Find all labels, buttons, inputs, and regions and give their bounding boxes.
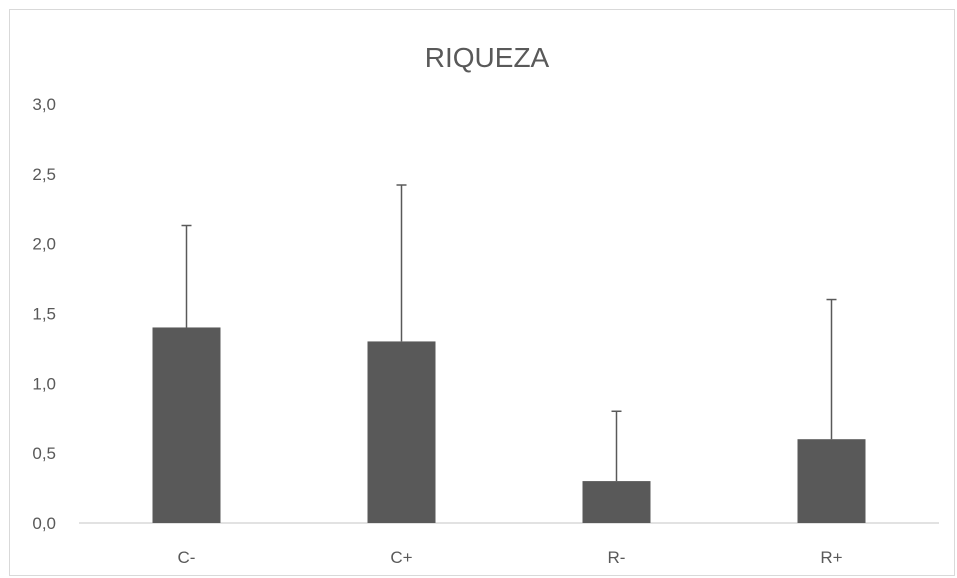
x-tick-label: R- — [608, 548, 626, 567]
chart-title: RIQUEZA — [425, 42, 550, 73]
bar-R+ — [797, 439, 866, 523]
y-tick-label: 2,5 — [32, 165, 56, 184]
y-axis-ticks: 0,0 0,5 1,0 1,5 2,0 2,5 3,0 — [32, 95, 56, 533]
bar-C+ — [367, 341, 436, 523]
bar-R- — [582, 481, 651, 523]
x-tick-label: C+ — [390, 548, 412, 567]
x-tick-label: R+ — [820, 548, 842, 567]
y-tick-label: 0,5 — [32, 444, 56, 463]
y-tick-label: 0,0 — [32, 514, 56, 533]
y-tick-label: 1,5 — [32, 305, 56, 324]
y-tick-label: 2,0 — [32, 235, 56, 254]
bar-C- — [152, 327, 221, 523]
y-tick-label: 1,0 — [32, 374, 56, 393]
error-bars — [181, 184, 837, 482]
x-axis-ticks: C- C+ R- R+ — [178, 548, 843, 567]
y-tick-label: 3,0 — [32, 95, 56, 114]
x-tick-label: C- — [178, 548, 196, 567]
bars — [152, 327, 866, 523]
